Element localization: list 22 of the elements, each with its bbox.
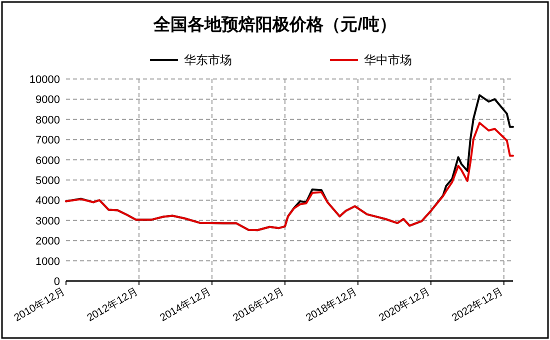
chart-title: 全国各地预焙阳极价格（元/吨） <box>152 15 396 34</box>
line-series <box>65 122 514 232</box>
y-tick-label: 9000 <box>36 94 60 106</box>
y-tick-label: 6000 <box>36 154 60 167</box>
y-tick-label: 7000 <box>36 134 60 147</box>
y-tick-label: 0 <box>54 276 60 288</box>
x-tick-label: 2012年12月 <box>85 285 140 324</box>
x-tick-label: 2014年12月 <box>158 285 214 324</box>
x-tick-label: 2010年12月 <box>12 285 68 324</box>
x-tick-label: 2016年12月 <box>231 285 286 324</box>
y-tick-label: 4000 <box>36 195 60 208</box>
y-tick-label: 3000 <box>36 215 60 228</box>
x-tick-label: 2022年12月 <box>450 285 506 324</box>
legend-label: 华中市场 <box>364 53 412 67</box>
y-tick-label: 1000 <box>36 256 60 268</box>
y-tick-label: 10000 <box>29 74 60 86</box>
y-tick-label: 8000 <box>36 114 60 126</box>
y-tick-label: 5000 <box>36 175 60 187</box>
y-tick-label: 2000 <box>36 236 60 248</box>
x-tick-label: 2018年12月 <box>304 285 360 324</box>
legend-label: 华东市场 <box>184 53 232 67</box>
x-tick-label: 2020年12月 <box>376 285 432 324</box>
